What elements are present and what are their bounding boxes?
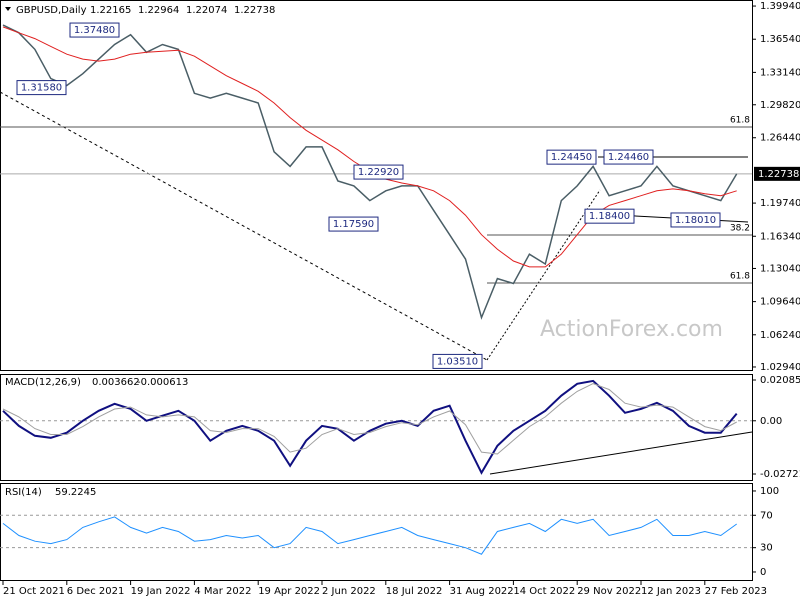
high: 1.22964 bbox=[138, 5, 179, 16]
y-tick-label: 30 bbox=[760, 543, 773, 554]
close: 1.22738 bbox=[234, 5, 275, 16]
open: 1.22165 bbox=[90, 5, 131, 16]
y-tick-label: 0.00 bbox=[760, 416, 782, 427]
x-tick-label: 14 Oct 2022 bbox=[513, 586, 575, 597]
price-label-box bbox=[546, 149, 597, 165]
menu-arrow[interactable] bbox=[5, 7, 11, 11]
macd-trend-line bbox=[489, 431, 753, 475]
x-tick-label: 29 Nov 2022 bbox=[577, 586, 641, 597]
x-tick-label: 12 Jan 2023 bbox=[641, 586, 701, 597]
y-tick-label: 70 bbox=[760, 510, 773, 521]
y-tick-label: 1.13040 bbox=[760, 263, 800, 274]
price-label-box bbox=[69, 22, 120, 38]
y-tick-label: 1.29820 bbox=[760, 100, 800, 111]
series-line bbox=[2, 379, 738, 475]
price-label-box bbox=[584, 208, 635, 224]
macd-readout: 0.003662 bbox=[92, 377, 140, 388]
series-line bbox=[2, 516, 737, 555]
price-label: 1.03510 bbox=[437, 356, 478, 367]
x-tick-label: 19 Apr 2022 bbox=[258, 586, 320, 597]
trend-line bbox=[0, 91, 488, 361]
x-tick-label: 27 Feb 2023 bbox=[705, 586, 767, 597]
low: 1.22074 bbox=[186, 5, 227, 16]
y-tick-label: 1.33140 bbox=[760, 67, 800, 78]
price-label: 1.18010 bbox=[675, 215, 716, 226]
price-label-box bbox=[432, 353, 483, 369]
y-tick-label: 1.26440 bbox=[760, 133, 800, 144]
macd-panel bbox=[0, 374, 753, 481]
price-label-box bbox=[353, 164, 404, 180]
price-tag bbox=[754, 166, 800, 181]
y-tick-label: 1.02940 bbox=[760, 362, 800, 373]
price-label-box bbox=[603, 149, 654, 165]
signal-readout: -0.000613 bbox=[137, 377, 188, 388]
symbol-title: GBPUSD,Daily bbox=[16, 5, 87, 16]
x-tick-label: 6 Dec 2021 bbox=[67, 586, 125, 597]
rsi-readout: 59.2245 bbox=[55, 487, 96, 498]
price-label: 1.24460 bbox=[608, 152, 649, 163]
x-tick-label: 2 Jun 2022 bbox=[322, 586, 376, 597]
price-label: 1.22920 bbox=[358, 167, 399, 178]
fib-label: 61.8 bbox=[730, 116, 750, 126]
price-label: 1.37480 bbox=[74, 25, 115, 36]
fib-label: 38.2 bbox=[730, 223, 750, 233]
price-tag-label: 1.22738 bbox=[758, 169, 799, 180]
y-tick-label: 1.19740 bbox=[760, 198, 800, 209]
y-tick-label: 0 bbox=[760, 567, 766, 578]
y-tick-label: 1.09640 bbox=[760, 297, 800, 308]
y-tick-label: 100 bbox=[760, 486, 779, 497]
rsi-title: RSI(14) bbox=[5, 487, 42, 498]
price-label: 1.31580 bbox=[21, 83, 62, 94]
price-panel bbox=[0, 0, 753, 371]
price-label: 1.24450 bbox=[551, 152, 592, 163]
y-tick-label: 0.020858 bbox=[760, 375, 800, 386]
y-tick-label: 1.36540 bbox=[760, 34, 800, 45]
price-label-box bbox=[16, 80, 67, 96]
y-tick-label: 1.16340 bbox=[760, 231, 800, 242]
x-tick-label: 21 Oct 2021 bbox=[3, 586, 65, 597]
x-tick-label: 19 Jan 2022 bbox=[131, 586, 191, 597]
rsi-panel bbox=[0, 483, 753, 581]
price-label: 1.18400 bbox=[589, 211, 630, 222]
x-tick-label: 31 Aug 2022 bbox=[450, 586, 514, 597]
macd-title: MACD(12,26,9) bbox=[5, 377, 81, 388]
y-tick-label: -0.027213 bbox=[760, 469, 800, 480]
series-line bbox=[2, 383, 737, 455]
series-line bbox=[2, 24, 738, 320]
price-label-box bbox=[670, 212, 721, 228]
watermark: ActionForex.com bbox=[540, 317, 723, 342]
fib-label: 61.8 bbox=[730, 271, 750, 281]
x-tick-label: 18 Jul 2022 bbox=[386, 586, 443, 597]
y-tick-label: 1.06240 bbox=[760, 330, 800, 341]
price-label-box bbox=[328, 216, 379, 232]
x-tick-label: 4 Mar 2022 bbox=[194, 586, 251, 597]
y-tick-label: 1.39940 bbox=[760, 1, 800, 12]
price-label: 1.17590 bbox=[333, 219, 374, 230]
